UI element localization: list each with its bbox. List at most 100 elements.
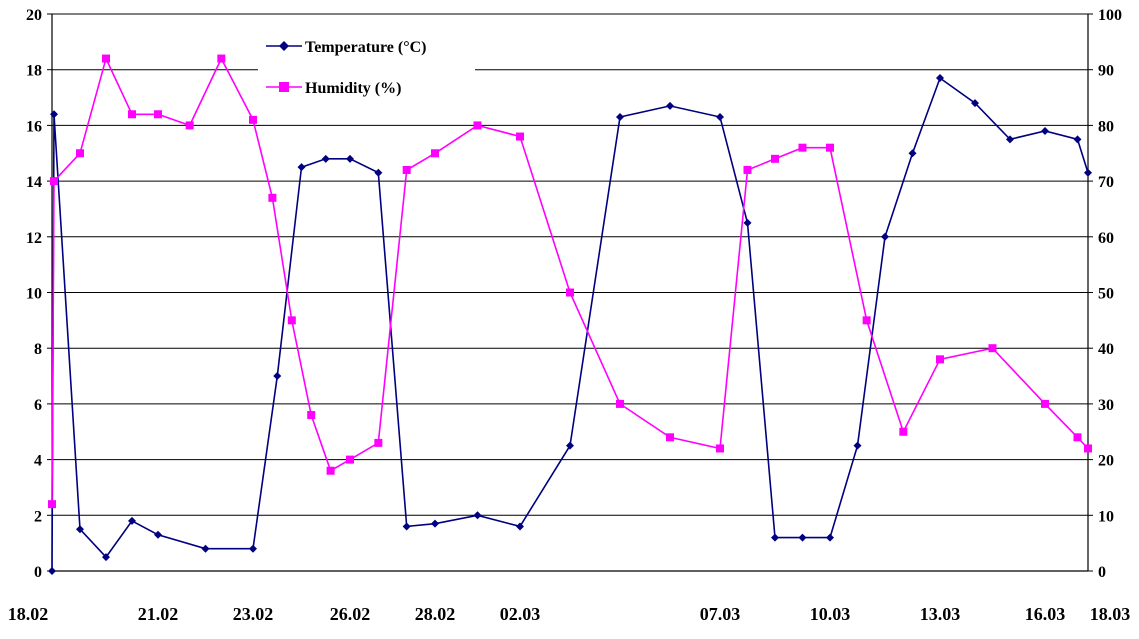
legend-temperature-marker [279, 41, 289, 51]
humidity-point [128, 110, 136, 119]
humidity-point [826, 143, 834, 152]
temperature-point [1084, 168, 1092, 177]
temperature-line [51, 76, 1089, 572]
x-tick-label: 10.03 [810, 604, 851, 624]
temperature-point [666, 101, 674, 110]
humidity-point [616, 399, 624, 408]
legend-humidity-label: Humidity (%) [305, 80, 401, 97]
humidity-point [1073, 433, 1082, 442]
temperature-point [346, 154, 354, 163]
humidity-point [988, 344, 997, 353]
left-tick-label: 12 [26, 230, 42, 247]
humidity-line [51, 56, 1089, 505]
temperature-point [936, 74, 944, 83]
temperature-point [273, 372, 282, 381]
temperature-point [971, 99, 979, 108]
legend: Temperature (°C) Humidity (%) [258, 28, 475, 104]
temperature-point [76, 525, 84, 534]
temperature-point [431, 519, 439, 528]
humidity-point [716, 444, 724, 453]
humidity-point [936, 355, 944, 364]
humidity-point [516, 132, 524, 141]
right-tick-label: 0 [1098, 564, 1106, 581]
temperature-point [881, 232, 889, 241]
right-tick-label: 90 [1098, 63, 1114, 80]
left-tick-label: 4 [34, 453, 42, 470]
left-tick-label: 2 [34, 508, 42, 525]
temperature-point [102, 553, 110, 562]
right-axis-ticks: 0 10 20 30 40 50 60 70 80 90 100 [1088, 7, 1122, 581]
left-tick-label: 6 [34, 397, 42, 414]
humidity-point [76, 149, 84, 158]
temperature-point [566, 441, 574, 450]
temperature-series [48, 74, 1092, 575]
temperature-point [50, 110, 58, 119]
humidity-point [287, 316, 296, 325]
temperature-point [128, 516, 136, 525]
humidity-point [1041, 399, 1049, 408]
temperature-point [516, 522, 524, 531]
temperature-point [716, 113, 724, 122]
humidity-point [326, 466, 335, 475]
right-tick-label: 30 [1098, 397, 1114, 414]
humidity-point [346, 455, 354, 464]
left-tick-label: 14 [26, 174, 42, 191]
left-tick-label: 8 [34, 341, 42, 358]
left-tick-label: 16 [26, 118, 42, 135]
humidity-series [48, 54, 1092, 509]
humidity-point [566, 288, 574, 297]
humidity-point [402, 165, 411, 174]
x-tick-label: 02.03 [500, 604, 541, 624]
x-tick-label: 21.02 [138, 604, 179, 624]
humidity-point [307, 411, 316, 420]
left-tick-label: 10 [26, 286, 42, 303]
temperature-point [798, 533, 807, 542]
x-tick-label: 23.02 [233, 604, 274, 624]
left-axis-ticks: 0 2 4 6 8 10 12 14 16 18 20 [26, 7, 52, 581]
temperature-point [743, 218, 752, 227]
x-tick-label: 13.03 [920, 604, 961, 624]
temperature-point [402, 522, 411, 531]
temperature-point [853, 441, 862, 450]
humidity-point [217, 54, 226, 63]
temperature-point [48, 567, 56, 575]
temperature-point [771, 533, 779, 542]
humidity-point [771, 154, 779, 163]
temperature-point [826, 533, 834, 542]
humidity-point [374, 438, 383, 447]
humidity-point [102, 54, 110, 63]
x-tick-label: 28.02 [415, 604, 456, 624]
x-tick-label: 07.03 [700, 604, 741, 624]
temperature-point [249, 544, 257, 553]
right-tick-label: 50 [1098, 286, 1114, 303]
right-tick-label: 40 [1098, 341, 1114, 358]
temperature-point [297, 163, 306, 172]
right-tick-label: 70 [1098, 174, 1114, 191]
right-tick-label: 80 [1098, 118, 1114, 135]
right-tick-label: 10 [1098, 508, 1114, 525]
humidity-point [268, 193, 277, 202]
temperature-point [201, 544, 210, 553]
humidity-point [48, 500, 56, 509]
humidity-point [249, 115, 257, 124]
legend-box [258, 28, 475, 104]
humidity-point [1084, 444, 1092, 453]
humidity-point [743, 165, 752, 174]
x-tick-label: 26.02 [330, 604, 371, 624]
temperature-point [616, 113, 624, 122]
left-tick-label: 18 [26, 63, 42, 80]
temperature-point [374, 168, 383, 177]
right-tick-label: 100 [1098, 7, 1122, 24]
humidity-point [473, 121, 482, 130]
humidity-point [50, 177, 58, 186]
temperature-point [908, 149, 917, 158]
temperature-point [321, 154, 330, 163]
legend-humidity-marker [279, 82, 289, 92]
x-tick-label: 18.03 [1090, 604, 1131, 624]
humidity-point [154, 110, 162, 119]
humidity-point [431, 149, 439, 158]
humidity-point [798, 143, 807, 152]
temperature-point [1006, 135, 1014, 144]
